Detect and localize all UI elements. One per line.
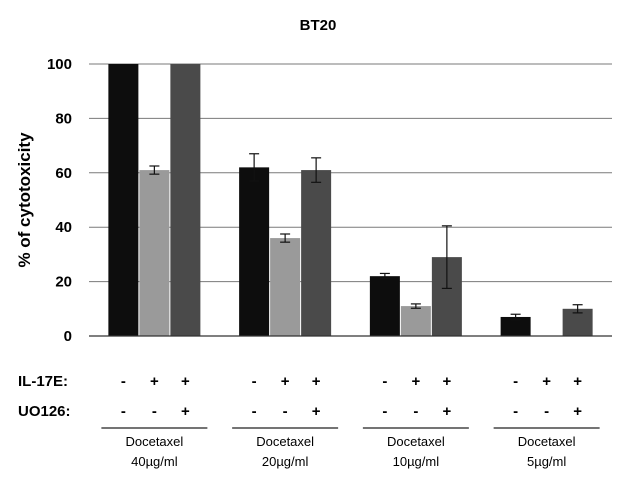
group-label-name: Docetaxel [256, 434, 314, 449]
condition-sign: + [281, 373, 290, 390]
condition-sign: + [150, 373, 159, 390]
y-tick-label: 100 [47, 56, 72, 73]
error-bars [149, 153, 583, 321]
condition-sign: - [121, 373, 126, 390]
y-tick-label: 40 [55, 219, 72, 236]
group-label-name: Docetaxel [518, 434, 576, 449]
bar [400, 306, 431, 336]
condition-sign: + [181, 403, 190, 420]
condition-sign: - [382, 373, 387, 390]
bar [270, 238, 301, 336]
condition-sign: + [573, 403, 582, 420]
condition-sign: - [513, 373, 518, 390]
condition-sign: + [442, 373, 451, 390]
condition-label-il17e: IL-17E: [18, 373, 68, 390]
y-tick-labels: 0 20 40 60 80 100 [47, 56, 72, 345]
y-axis-label: % of cytotoxicity [15, 132, 34, 268]
condition-sign: + [411, 373, 420, 390]
group-label-dose: 20µg/ml [262, 454, 309, 469]
bar [301, 170, 332, 336]
y-tick-label: 0 [64, 328, 72, 345]
y-tick-label: 60 [55, 165, 72, 182]
y-tick-label: 80 [55, 110, 72, 127]
group-label-dose: 10µg/ml [393, 454, 440, 469]
bar [139, 170, 170, 336]
bar [239, 167, 270, 336]
condition-sign: - [252, 373, 257, 390]
condition-sign: - [544, 403, 549, 420]
bar [108, 64, 139, 336]
bar [500, 316, 531, 336]
bar [170, 64, 201, 336]
condition-sign: - [152, 403, 157, 420]
condition-sign: + [573, 373, 582, 390]
condition-signs: - + + - + + - + + - + + - - + - - + - - + - - + [121, 373, 582, 420]
condition-sign: + [442, 403, 451, 420]
chart-title: BT20 [300, 17, 337, 34]
condition-sign: - [252, 403, 257, 420]
bars [108, 64, 593, 336]
condition-sign: + [312, 373, 321, 390]
condition-sign: - [382, 403, 387, 420]
condition-sign: - [513, 403, 518, 420]
condition-labels: IL-17E: UO126: [18, 373, 71, 420]
group-labels: Docetaxel 40µg/ml Docetaxel 20µg/ml Docetaxe… [101, 427, 600, 469]
group-label-name: Docetaxel [125, 434, 183, 449]
condition-sign: - [413, 403, 418, 420]
bar [369, 276, 400, 336]
y-tick-label: 20 [55, 274, 72, 291]
condition-sign: + [312, 403, 321, 420]
condition-sign: - [283, 403, 288, 420]
group-label-dose: 5µg/ml [527, 454, 566, 469]
group-label-dose: 40µg/ml [131, 454, 178, 469]
condition-sign: - [121, 403, 126, 420]
condition-sign: + [181, 373, 190, 390]
condition-label-uo126: UO126: [18, 403, 71, 420]
condition-sign: + [542, 373, 551, 390]
group-label-name: Docetaxel [387, 434, 445, 449]
